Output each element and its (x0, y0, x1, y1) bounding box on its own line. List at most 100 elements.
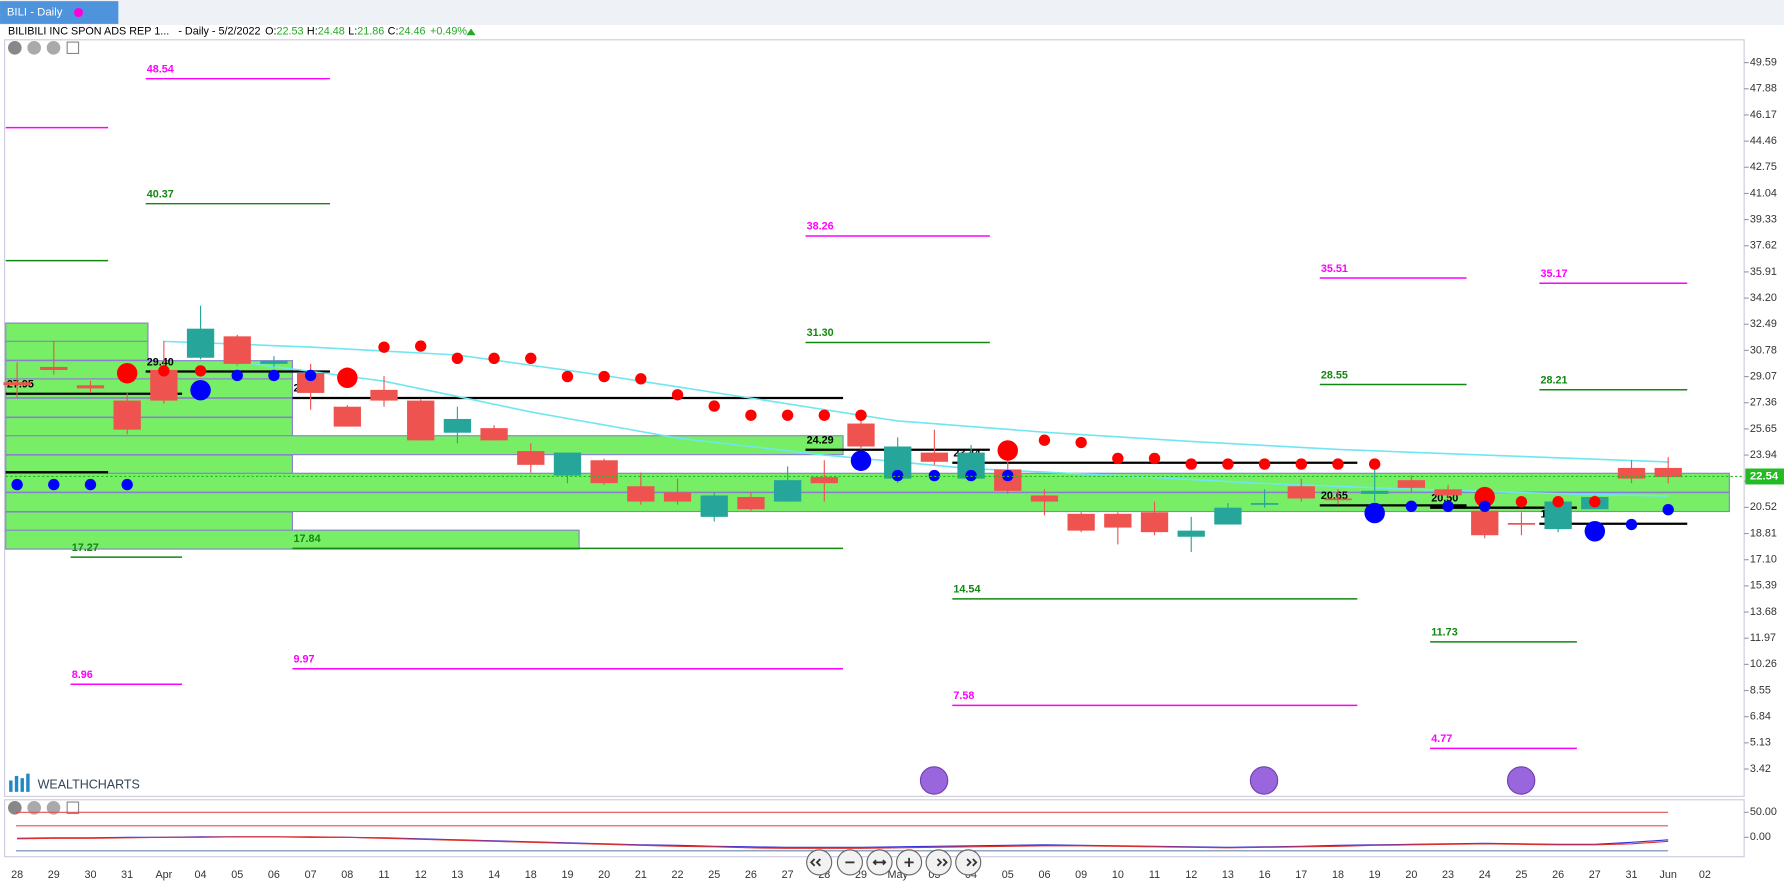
signal-dot (1474, 486, 1495, 508)
candle-body (1471, 510, 1499, 536)
signal-dot (1038, 434, 1051, 446)
zone (5, 416, 293, 437)
x-tick-label: 19 (1369, 869, 1381, 881)
candle-body (1507, 522, 1536, 525)
open: 22.53 (276, 25, 303, 37)
logo: WEALTHCHARTS (9, 773, 140, 792)
x-tick-label: 20 (1405, 869, 1417, 881)
nav-button[interactable] (955, 849, 982, 876)
candle-body (296, 373, 325, 393)
event-icon[interactable] (1506, 766, 1536, 795)
signal-dot (190, 379, 211, 401)
y-tick-label: 17.10 (1750, 554, 1777, 566)
tool-button[interactable] (46, 800, 61, 815)
x-tick-label: 29 (48, 869, 60, 881)
y-tick-label: 20.52 (1750, 501, 1777, 513)
y-tick-label: 29.07 (1750, 370, 1777, 382)
candle-body (773, 480, 802, 502)
signal-dot (415, 340, 427, 352)
candle-body (223, 336, 251, 364)
x-tick-label: 27 (782, 869, 794, 881)
brand: WEALTHCHARTS (38, 777, 140, 791)
candle-body (333, 406, 361, 427)
tool-button[interactable] (46, 40, 61, 55)
tool-button[interactable] (27, 40, 41, 55)
signal-dot (1552, 496, 1564, 508)
x-tick-label: 24 (1479, 869, 1491, 881)
candle-body (40, 366, 68, 370)
signal-dot (1258, 458, 1271, 470)
zone (5, 340, 149, 361)
signal-dot (1364, 502, 1385, 524)
candle-body (1361, 490, 1389, 494)
level-label: 11.73 (1431, 627, 1457, 639)
panel-tools (8, 40, 80, 815)
signal-dot (48, 478, 60, 491)
tool-button[interactable] (8, 40, 22, 55)
level-label: 40.37 (147, 188, 174, 200)
x-tick-label: 18 (525, 869, 537, 881)
nav-button[interactable] (806, 849, 833, 876)
nav-button[interactable] (925, 849, 952, 876)
signal-dot (451, 352, 464, 365)
x-tick-label: Jun (1659, 869, 1676, 881)
tool-button[interactable] (8, 800, 22, 815)
y-tick-label: 5.13 (1750, 737, 1771, 749)
low: 21.86 (357, 25, 384, 37)
candle-body (920, 452, 949, 462)
y-tick-label: 41.04 (1750, 187, 1777, 199)
y-tick-label: 0.00 (1750, 831, 1771, 843)
signal-dot (268, 369, 280, 382)
signal-dot (1625, 518, 1638, 531)
signal-dot (745, 409, 757, 421)
low-label: L: (348, 25, 357, 37)
tab-dot (73, 7, 84, 18)
nav-icon (966, 858, 978, 867)
candle-body (370, 389, 398, 401)
signal-dot (671, 389, 684, 401)
x-tick-label: 27 (1589, 869, 1601, 881)
signal-dot (231, 369, 243, 382)
tool-button[interactable] (66, 41, 80, 55)
x-tick-label: 05 (231, 869, 243, 881)
x-tick-label: 29 (855, 869, 867, 881)
change: +0.49% (430, 25, 467, 37)
signal-dot (337, 367, 358, 389)
high: 24.48 (318, 25, 345, 37)
candle-body (1434, 489, 1462, 496)
signal-dot (304, 369, 317, 382)
tool-button[interactable] (66, 801, 80, 815)
x-tick-label: 05 (1002, 869, 1014, 881)
y-tick-label: 10.26 (1750, 658, 1777, 670)
x-tick-label: May (887, 869, 908, 881)
y-tick-label: 46.17 (1750, 109, 1777, 121)
x-tick-label: 14 (488, 869, 500, 881)
candle-body (1140, 512, 1169, 533)
x-tick-label: 17 (1295, 869, 1307, 881)
y-tick-label: 8.55 (1750, 684, 1771, 696)
y-tick-label: 27.36 (1750, 397, 1777, 409)
x-tick-label: 28 (11, 869, 23, 881)
signal-dot (635, 373, 647, 385)
signal-dot (1442, 500, 1454, 513)
signal-dot (1479, 500, 1491, 513)
tab[interactable] (0, 1, 119, 24)
signal-dot (1584, 521, 1606, 542)
event-icon[interactable] (919, 766, 949, 795)
signal-dot (1589, 496, 1601, 508)
signal-dot (855, 409, 867, 421)
y-tick-label: 15.39 (1750, 580, 1777, 592)
event-icon[interactable] (1249, 766, 1279, 795)
close-label: C: (388, 25, 399, 37)
tool-button[interactable] (27, 800, 41, 815)
candle-body (1067, 513, 1095, 531)
signal-dot (892, 469, 904, 482)
candle-body (1617, 467, 1646, 479)
candle-body (737, 496, 765, 510)
moving-average (163, 340, 1669, 463)
candle-body (810, 477, 838, 484)
signal-dot (1662, 503, 1674, 516)
x-tick-label: 20 (598, 869, 610, 881)
signal-dot (1222, 458, 1234, 470)
high-label: H: (307, 25, 318, 37)
